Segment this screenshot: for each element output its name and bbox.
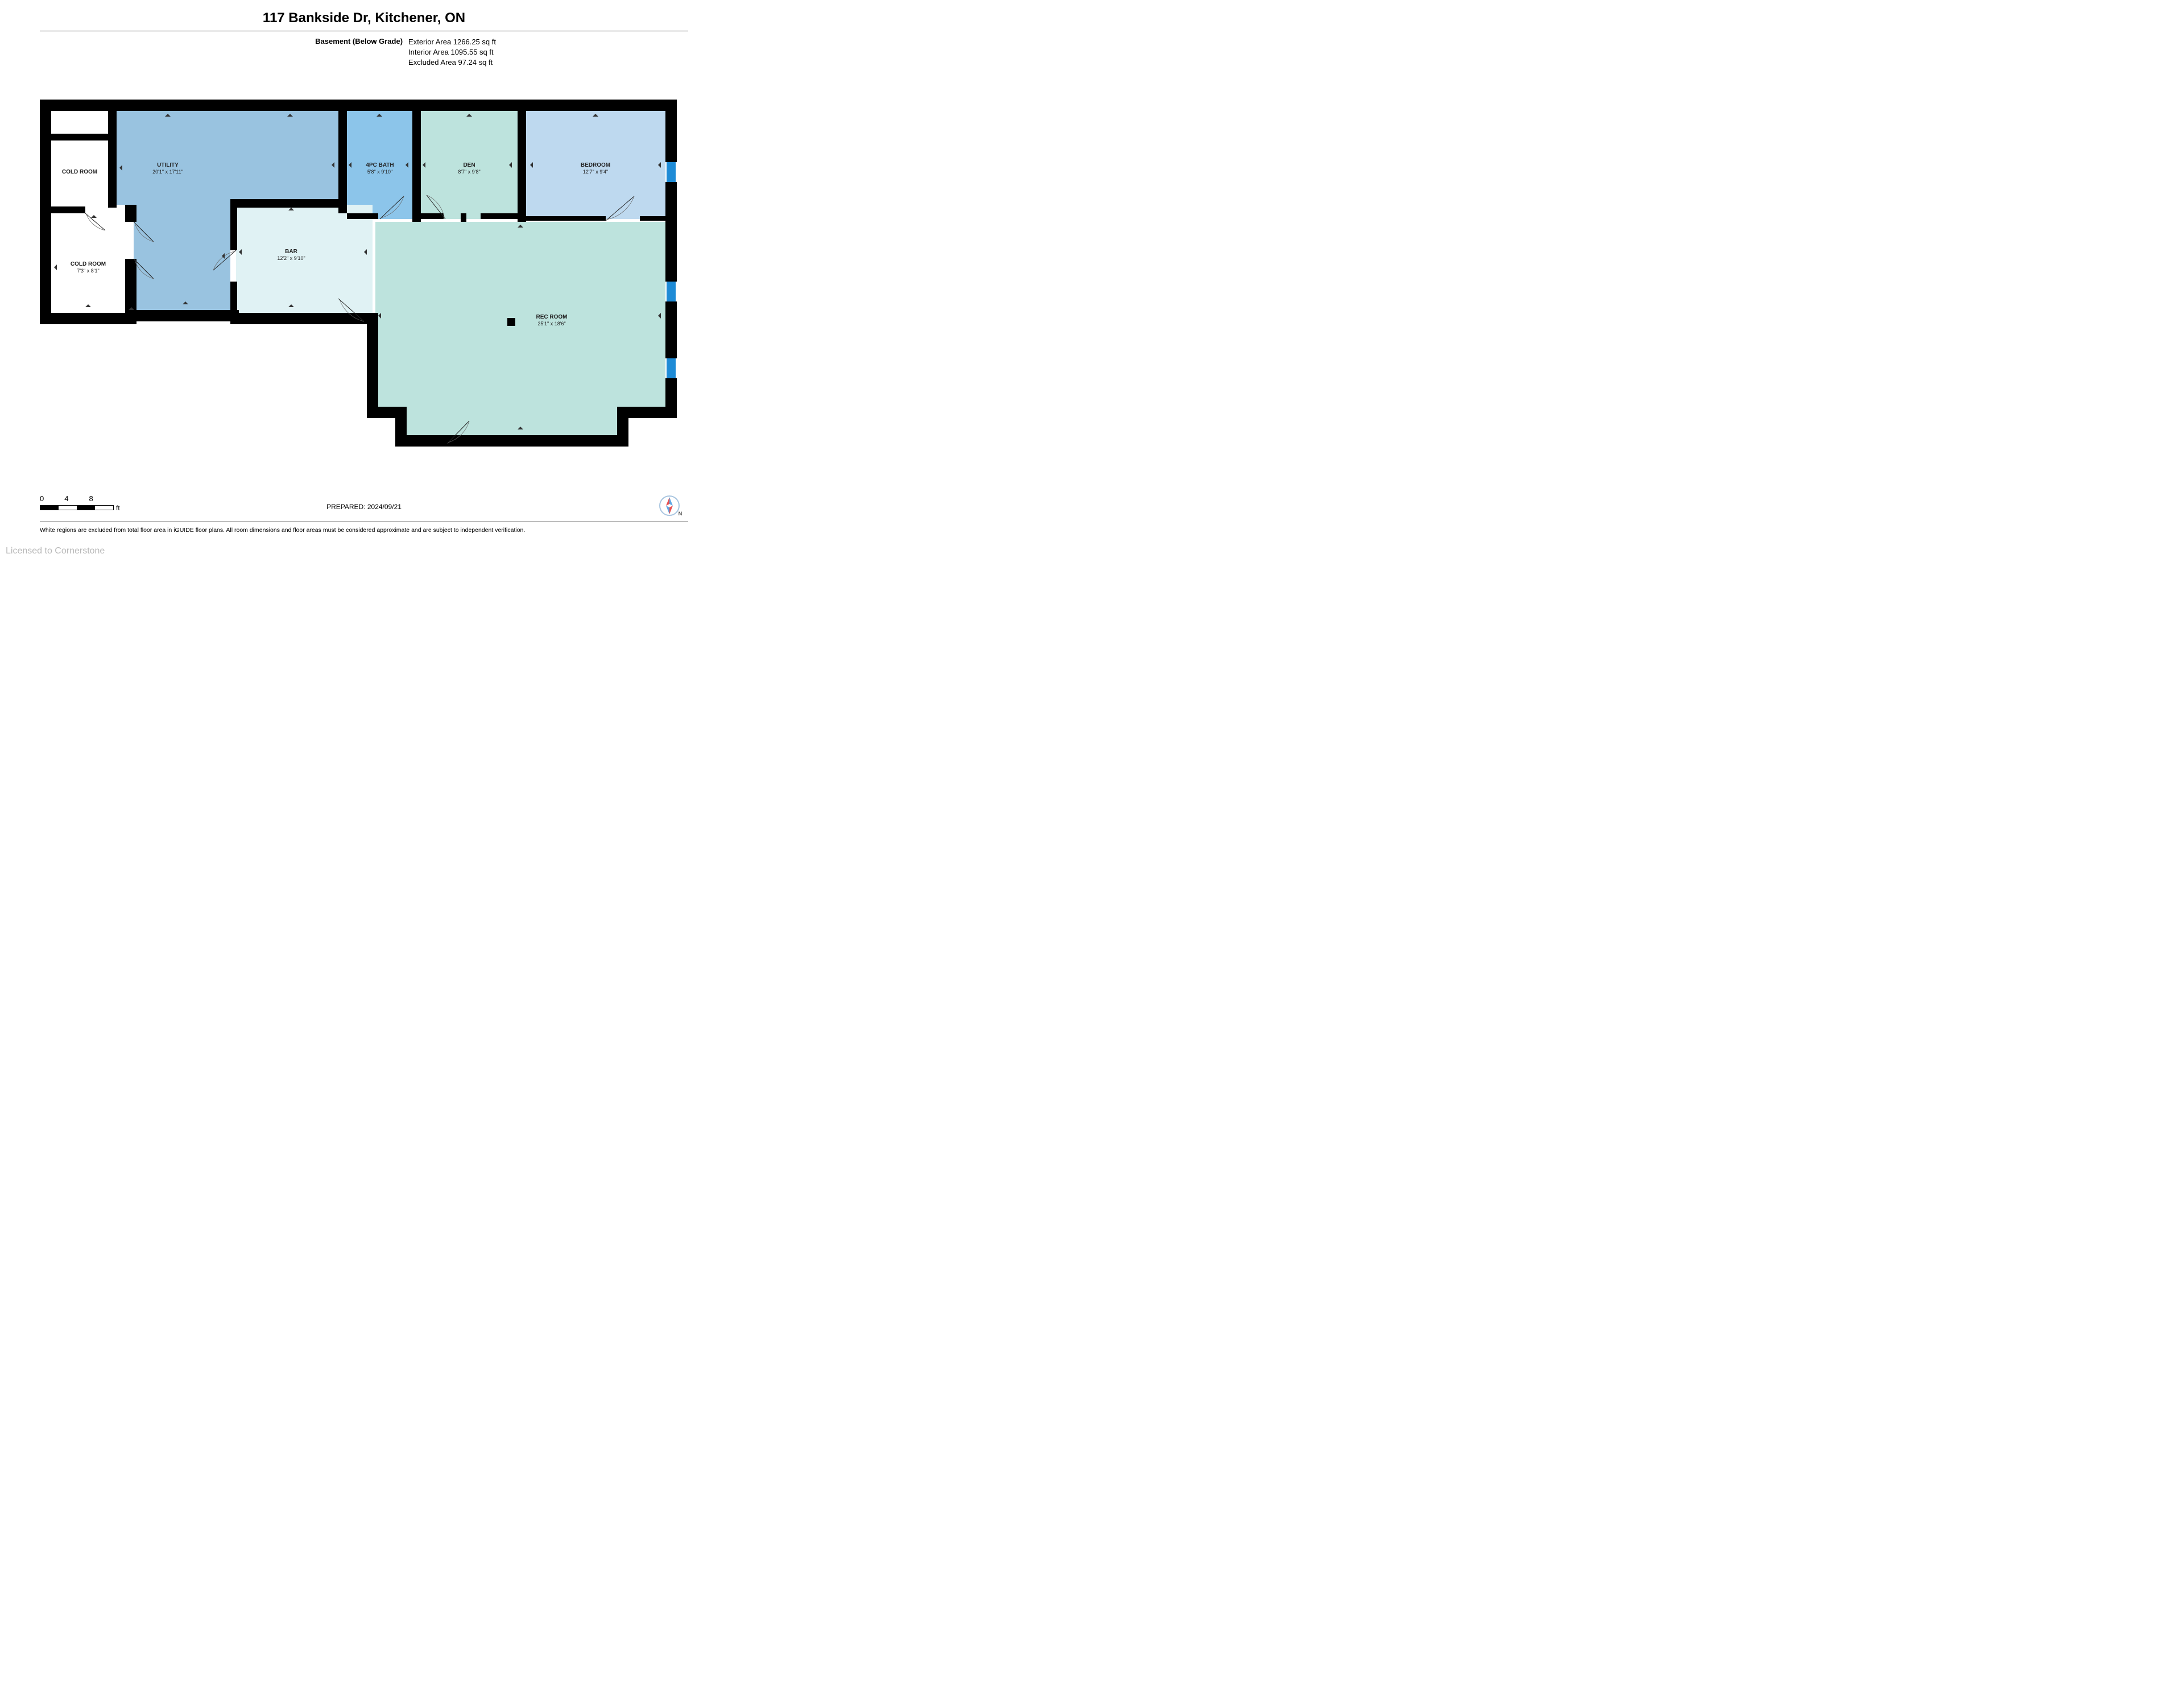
svg-text:UTILITY: UTILITY [157,162,179,168]
svg-text:7'3" x 8'1": 7'3" x 8'1" [77,268,99,274]
area-interior: Interior Area 1095.55 sq ft [408,47,496,57]
compass-icon: N [659,494,682,518]
svg-text:12'2" x 9'10": 12'2" x 9'10" [277,255,305,261]
page-title: 117 Bankside Dr, Kitchener, ON [0,10,728,31]
disclaimer-text: White regions are excluded from total fl… [40,527,688,534]
svg-text:COLD ROOM: COLD ROOM [71,261,106,267]
svg-text:BAR: BAR [285,249,297,255]
svg-text:20'1" x 17'11": 20'1" x 17'11" [152,169,183,175]
svg-text:8'7" x 9'8": 8'7" x 9'8" [458,169,480,175]
svg-text:COLD ROOM: COLD ROOM [62,169,97,175]
subheader: Basement (Below Grade) Exterior Area 126… [0,37,728,68]
scale-4: 4 [64,494,68,503]
svg-text:DEN: DEN [463,162,475,168]
area-excluded: Excluded Area 97.24 sq ft [408,57,496,68]
svg-text:REC ROOM: REC ROOM [536,314,568,320]
prepared-date: PREPARED: 2024/09/21 [0,503,728,511]
license-text: Licensed to Cornerstone [6,546,105,556]
svg-text:12'7" x 9'4": 12'7" x 9'4" [583,169,608,175]
plan-svg: COLD ROOMCOLD ROOM7'3" x 8'1"UTILITY20'1… [40,100,677,452]
svg-text:4PC BATH: 4PC BATH [366,162,394,168]
scale-0: 0 [40,494,44,503]
floor-plan: COLD ROOMCOLD ROOM7'3" x 8'1"UTILITY20'1… [40,100,677,452]
compass-n-label: N [679,511,682,516]
svg-text:25'1" x 18'6": 25'1" x 18'6" [537,321,565,327]
level-label: Basement (Below Grade) [232,37,403,68]
svg-text:BEDROOM: BEDROOM [581,162,610,168]
svg-text:5'8" x 9'10": 5'8" x 9'10" [367,169,392,175]
scale-8: 8 [89,494,93,503]
area-exterior: Exterior Area 1266.25 sq ft [408,37,496,47]
